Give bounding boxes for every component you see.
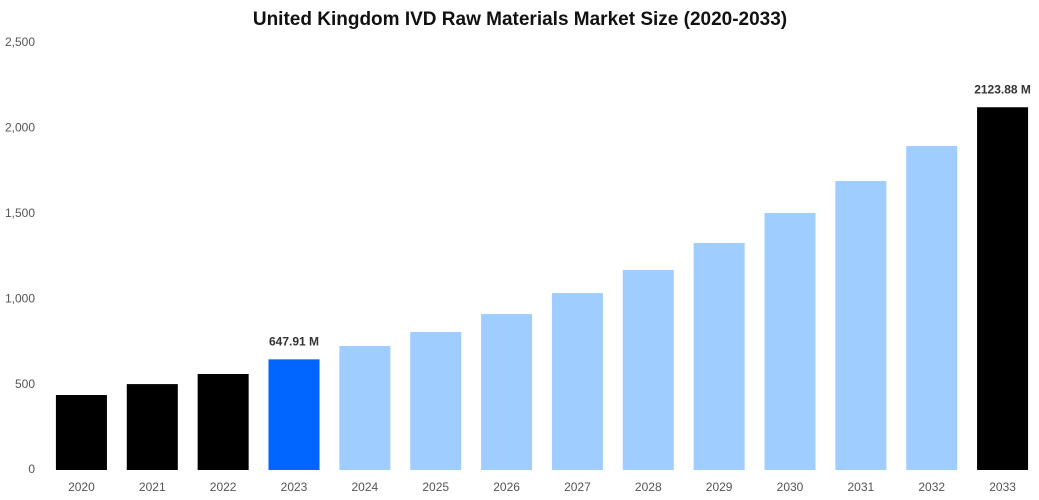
bar xyxy=(977,107,1029,470)
y-tick-label: 2,000 xyxy=(5,121,35,135)
x-tick-label: 2022 xyxy=(210,480,237,494)
bar xyxy=(481,314,533,470)
x-tick-label: 2021 xyxy=(139,480,166,494)
bar xyxy=(551,293,603,470)
y-tick-label: 0 xyxy=(28,462,35,476)
x-tick-label: 2027 xyxy=(564,480,591,494)
bar xyxy=(906,145,958,470)
x-tick-label: 2024 xyxy=(352,480,379,494)
value-label: 647.91 M xyxy=(269,335,319,349)
bar xyxy=(55,395,107,470)
y-tick-label: 500 xyxy=(15,377,35,391)
y-tick-label: 1,500 xyxy=(5,206,35,220)
bar xyxy=(268,359,320,470)
bar xyxy=(622,269,674,470)
x-tick-label: 2026 xyxy=(493,480,520,494)
bar xyxy=(339,345,391,470)
x-tick-label: 2030 xyxy=(777,480,804,494)
x-tick-label: 2029 xyxy=(706,480,733,494)
x-tick-label: 2031 xyxy=(848,480,875,494)
chart-title: United Kingdom IVD Raw Materials Market … xyxy=(253,9,787,30)
bar xyxy=(693,243,745,470)
bar xyxy=(835,181,887,470)
bar xyxy=(764,212,816,471)
y-tick-label: 2,500 xyxy=(5,35,35,49)
x-tick-label: 2032 xyxy=(918,480,945,494)
x-tick-label: 2025 xyxy=(422,480,449,494)
bar xyxy=(197,374,249,470)
x-tick-label: 2033 xyxy=(989,480,1016,494)
x-tick-label: 2023 xyxy=(281,480,308,494)
value-label: 2123.88 M xyxy=(974,82,1031,96)
bar xyxy=(410,331,462,470)
x-tick-label: 2028 xyxy=(635,480,662,494)
bar xyxy=(126,384,178,470)
x-tick-label: 2020 xyxy=(68,480,95,494)
y-tick-label: 1,000 xyxy=(5,291,35,305)
